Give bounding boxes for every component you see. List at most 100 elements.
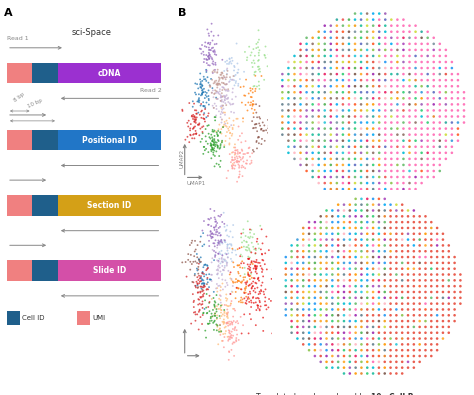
Point (263, 306, 270, 312)
Point (245, 90, 253, 97)
Point (229, 149, 237, 155)
Point (345, 192, 353, 198)
Point (388, 47, 395, 53)
Point (208, 28, 215, 35)
Point (217, 287, 224, 293)
Point (217, 143, 224, 149)
Point (284, 126, 292, 132)
Point (382, 95, 389, 102)
Point (205, 96, 212, 102)
Point (340, 213, 348, 220)
Point (412, 107, 419, 114)
Point (258, 265, 265, 271)
Point (245, 256, 252, 262)
Point (210, 105, 218, 111)
Point (333, 126, 341, 132)
Point (221, 74, 229, 81)
Point (424, 28, 431, 35)
Point (213, 88, 221, 95)
Point (249, 283, 257, 289)
Point (345, 89, 353, 96)
Point (207, 83, 214, 89)
Point (210, 137, 218, 144)
Point (210, 91, 218, 97)
Point (282, 277, 290, 284)
Point (410, 306, 418, 312)
Point (218, 302, 226, 308)
Point (328, 242, 336, 248)
Point (357, 144, 365, 150)
Point (245, 283, 252, 289)
Point (328, 225, 336, 231)
Point (217, 251, 224, 257)
Point (400, 101, 407, 107)
Point (209, 103, 217, 109)
Point (204, 56, 211, 63)
Point (393, 89, 401, 96)
Point (209, 234, 217, 241)
Point (364, 207, 371, 214)
Point (233, 158, 240, 165)
Point (213, 131, 221, 137)
Point (321, 59, 328, 65)
Point (240, 274, 247, 280)
Point (219, 107, 226, 113)
Point (323, 301, 330, 307)
Point (392, 277, 400, 284)
Point (210, 140, 218, 147)
Point (223, 307, 231, 313)
Point (255, 114, 263, 120)
Point (253, 145, 261, 152)
Point (388, 77, 395, 83)
Point (206, 134, 213, 140)
Point (442, 89, 450, 96)
Point (323, 353, 330, 359)
Point (369, 242, 377, 248)
Point (351, 89, 359, 96)
Point (406, 137, 413, 144)
Point (412, 71, 419, 77)
Point (189, 114, 197, 120)
Point (291, 107, 298, 114)
Point (291, 113, 298, 120)
Point (454, 89, 462, 96)
Point (218, 117, 226, 123)
Point (321, 35, 328, 41)
Point (340, 353, 348, 359)
Point (215, 329, 223, 335)
Point (229, 126, 237, 132)
Point (203, 262, 211, 268)
Point (217, 284, 225, 290)
Point (311, 237, 319, 243)
Point (192, 246, 200, 253)
Point (218, 79, 226, 86)
Point (418, 132, 425, 138)
Point (321, 47, 328, 53)
Point (190, 309, 198, 316)
Point (303, 77, 310, 83)
Point (309, 174, 317, 180)
Point (240, 260, 247, 266)
Point (433, 265, 441, 272)
Point (214, 283, 222, 289)
Point (219, 76, 227, 82)
Point (231, 147, 239, 154)
Point (333, 180, 341, 186)
Point (265, 96, 273, 102)
Point (400, 119, 407, 126)
Point (364, 254, 371, 260)
Point (424, 168, 431, 174)
Point (219, 85, 227, 91)
Point (346, 277, 354, 284)
Point (246, 273, 253, 279)
Point (399, 365, 406, 371)
Point (228, 276, 235, 282)
Point (364, 65, 371, 71)
Point (211, 218, 219, 225)
Point (252, 124, 260, 131)
Point (346, 365, 354, 371)
Point (300, 254, 307, 260)
Point (428, 341, 435, 348)
Point (193, 311, 201, 318)
Point (375, 196, 383, 202)
